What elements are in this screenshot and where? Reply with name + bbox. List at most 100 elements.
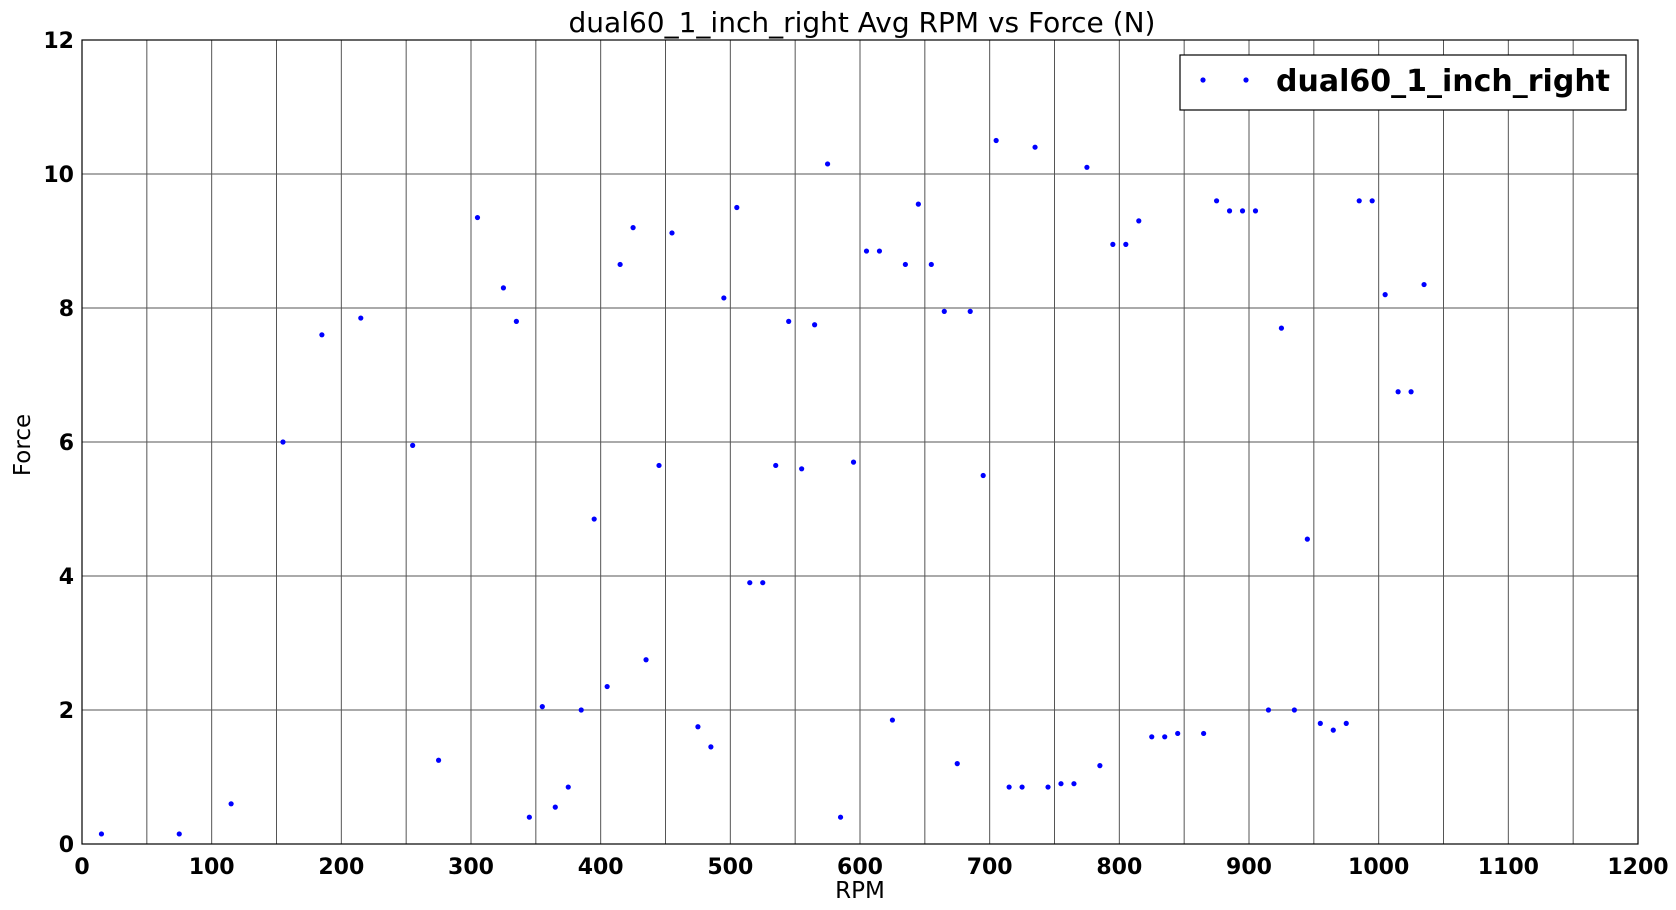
chart-title: dual60_1_inch_right Avg RPM vs Force (N): [569, 6, 1156, 39]
data-point: [786, 318, 792, 324]
data-point: [837, 814, 844, 820]
data-point: [863, 248, 870, 254]
data-point: [500, 285, 507, 291]
x-tick-label: 100: [189, 855, 235, 880]
data-point: [591, 516, 597, 522]
x-tick-label: 700: [967, 855, 1013, 880]
data-point: [902, 261, 908, 268]
y-tick-label: 2: [59, 699, 74, 724]
data-point: [928, 261, 934, 268]
tick-labels: 0 100 200 300 400 500 600 700 800 900 1000 1100 1200…: [43, 29, 1668, 880]
data-point: [1317, 720, 1323, 727]
data-point: [824, 161, 831, 167]
data-point: [1019, 784, 1025, 790]
x-tick-label: 200: [318, 855, 364, 880]
data-point: [876, 248, 883, 254]
x-tick-label: 900: [1226, 855, 1272, 880]
data-point: [228, 801, 234, 807]
y-tick-label: 12: [43, 29, 74, 54]
data-point: [1162, 734, 1168, 740]
data-point: [1239, 208, 1246, 214]
y-tick-label: 8: [59, 297, 74, 322]
data-point: [1213, 198, 1220, 204]
data-point: [1006, 784, 1012, 790]
data-point: [889, 717, 896, 723]
data-point: [1395, 389, 1401, 395]
data-point: [980, 472, 986, 479]
y-tick-label: 0: [59, 833, 74, 858]
data-point: [319, 332, 325, 338]
data-point: [526, 814, 532, 820]
data-point: [941, 308, 947, 314]
data-point: [1175, 730, 1181, 737]
data-point: [1084, 164, 1090, 170]
data-point: [1421, 281, 1427, 288]
legend-label: dual60_1_inch_right: [1276, 64, 1610, 99]
data-point: [1226, 208, 1233, 214]
data-point: [358, 315, 364, 321]
x-tick-label: 0: [74, 855, 89, 880]
data-point: [474, 214, 481, 221]
data-point: [1149, 734, 1155, 740]
data-point: [747, 580, 753, 586]
x-tick-label: 500: [707, 855, 753, 880]
data-point: [1369, 198, 1375, 204]
x-tick-label: 400: [578, 855, 624, 880]
data-point: [760, 580, 766, 586]
data-point: [1356, 198, 1362, 204]
y-tick-label: 10: [43, 163, 74, 188]
legend-marker: [1200, 77, 1206, 83]
data-point: [1278, 325, 1285, 331]
data-points: [98, 137, 1427, 837]
data-point: [98, 831, 105, 837]
data-point: [1382, 292, 1388, 298]
data-point: [1032, 144, 1038, 150]
data-point: [1291, 707, 1297, 713]
data-point: [850, 459, 857, 465]
data-point: [993, 137, 999, 144]
data-point: [604, 683, 610, 690]
x-tick-label: 300: [448, 855, 494, 880]
data-point: [578, 707, 584, 713]
plot-frame: [81, 39, 1639, 845]
x-axis-label: RPM: [835, 878, 885, 904]
data-point: [1071, 781, 1077, 787]
data-point: [1097, 763, 1103, 769]
legend-marker: [1243, 77, 1249, 83]
grid-lines: [82, 40, 1638, 844]
data-point: [630, 225, 636, 231]
data-point: [799, 466, 805, 472]
data-point: [695, 724, 701, 730]
data-point: [1304, 536, 1310, 542]
x-tick-label: 1100: [1478, 855, 1539, 880]
data-point: [513, 318, 519, 324]
data-point: [176, 831, 182, 837]
data-point: [812, 322, 818, 328]
y-tick-label: 6: [59, 431, 74, 456]
y-tick-label: 4: [59, 565, 74, 590]
data-point: [708, 744, 714, 750]
data-point: [435, 757, 442, 763]
data-point: [1408, 389, 1414, 395]
data-point: [1252, 208, 1259, 214]
data-point: [1136, 218, 1142, 224]
x-tick-label: 800: [1096, 855, 1142, 880]
data-point: [721, 295, 727, 301]
data-point: [1343, 720, 1349, 727]
data-point: [552, 804, 558, 810]
data-point: [1058, 781, 1064, 787]
data-point: [1110, 241, 1116, 247]
data-point: [773, 462, 779, 469]
data-point: [967, 308, 973, 314]
data-point: [1265, 707, 1272, 713]
data-point: [410, 442, 416, 448]
data-point: [1045, 784, 1051, 790]
data-point: [539, 704, 545, 710]
data-point: [565, 784, 571, 790]
data-point: [643, 657, 649, 663]
data-point: [1201, 730, 1207, 737]
data-point: [734, 204, 740, 211]
legend: dual60_1_inch_right: [1179, 54, 1627, 111]
data-point: [1330, 727, 1336, 733]
